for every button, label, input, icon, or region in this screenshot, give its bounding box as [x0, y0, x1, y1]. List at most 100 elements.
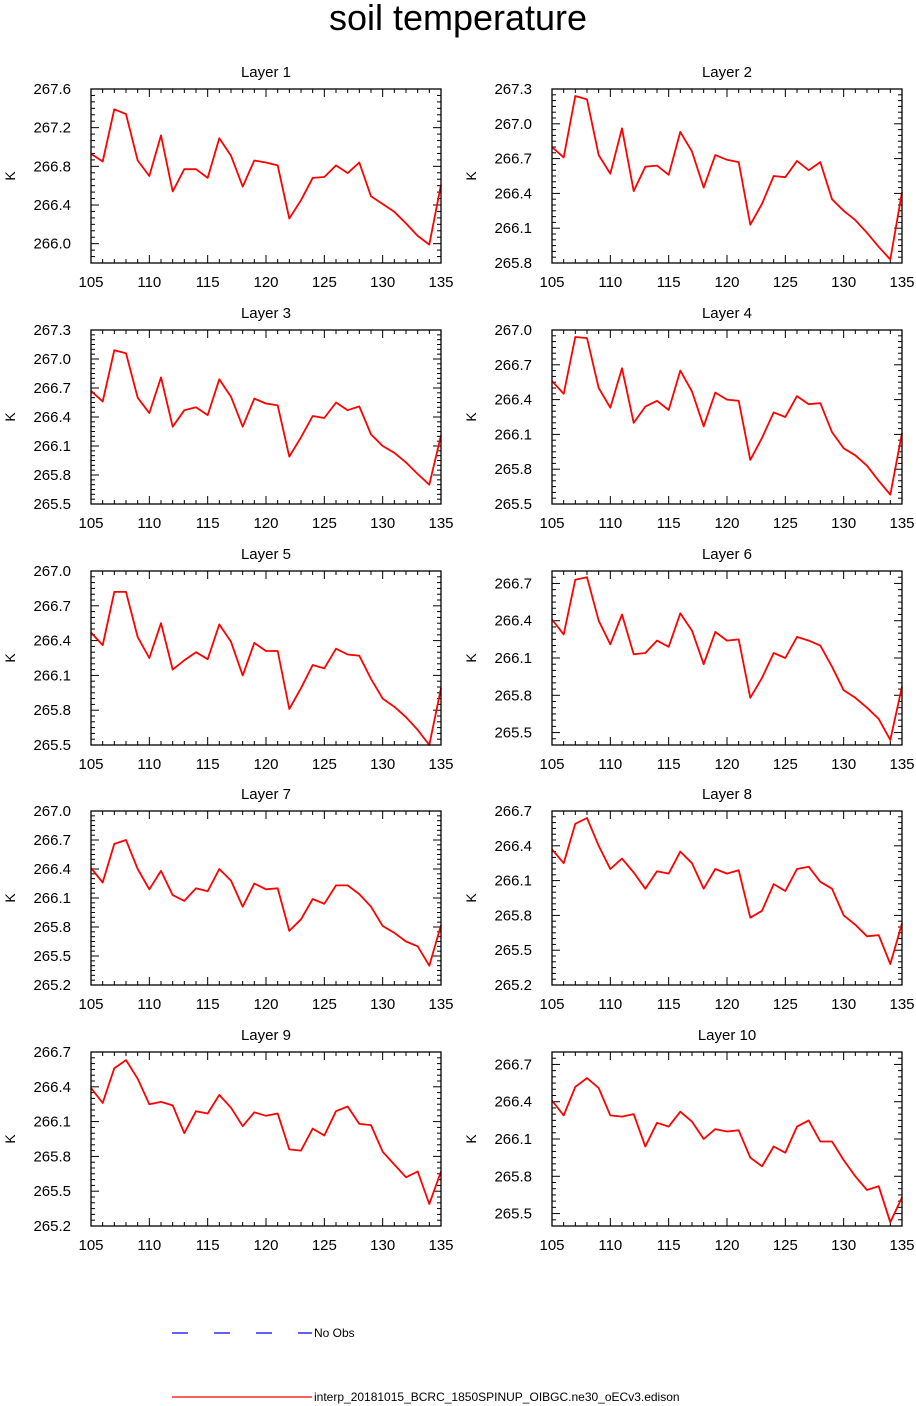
panel-title: Layer 6 [702, 546, 752, 563]
chart-panel: Layer 4 K 105 110 115 120 125 130 135 265.5 265.8 2… [463, 305, 915, 532]
y-tick-label: 265.8 [494, 1168, 532, 1185]
plot-frame [551, 1051, 903, 1227]
plot-frame [90, 1051, 442, 1227]
y-tick-label: 267.0 [33, 803, 71, 820]
x-tick-label: 130 [831, 756, 856, 773]
y-tick-label: 267.0 [494, 116, 532, 133]
x-tick-label: 135 [889, 996, 914, 1013]
y-tick-label: 266.1 [33, 438, 71, 455]
y-axis-label: K [463, 412, 479, 422]
x-tick-label: 125 [312, 756, 337, 773]
series-line [90, 349, 442, 486]
panel-title: Layer 1 [241, 64, 291, 81]
y-tick-label: 267.0 [494, 322, 532, 339]
x-tick-label: 105 [78, 756, 103, 773]
x-tick-label: 125 [312, 274, 337, 291]
y-axis-label: K [2, 893, 18, 903]
x-tick-label: 135 [889, 1237, 914, 1254]
y-axis-label: K [2, 1134, 18, 1144]
y-axis-label: K [2, 171, 18, 181]
x-tick-label: 135 [428, 996, 453, 1013]
y-axis-label: K [463, 171, 479, 181]
y-tick-label: 267.2 [33, 120, 71, 137]
x-tick-label: 120 [714, 756, 739, 773]
x-tick-label: 120 [714, 274, 739, 291]
y-tick-label: 266.4 [494, 185, 532, 202]
x-tick-label: 125 [773, 274, 798, 291]
x-tick-label: 120 [253, 515, 278, 532]
x-tick-label: 120 [253, 274, 278, 291]
x-tick-label: 125 [773, 996, 798, 1013]
y-tick-label: 265.8 [494, 907, 532, 924]
x-tick-label: 105 [78, 515, 103, 532]
y-tick-label: 267.0 [33, 563, 71, 580]
y-tick-label: 266.7 [33, 832, 71, 849]
x-tick-label: 115 [657, 996, 681, 1013]
x-tick-label: 110 [598, 515, 622, 532]
x-tick-label: 115 [196, 756, 220, 773]
x-tick-label: 130 [370, 756, 395, 773]
y-tick-label: 266.1 [33, 667, 71, 684]
x-tick-label: 110 [137, 1237, 161, 1254]
panel-title: Layer 4 [702, 305, 752, 322]
x-tick-label: 115 [657, 756, 681, 773]
y-tick-label: 266.7 [33, 598, 71, 615]
y-tick-label: 266.1 [494, 650, 532, 667]
plot-frame [90, 570, 442, 746]
y-tick-label: 267.6 [33, 81, 71, 98]
y-tick-label: 266.7 [494, 357, 532, 374]
series-line [90, 591, 442, 746]
y-tick-label: 265.8 [33, 467, 71, 484]
x-tick-label: 135 [889, 756, 914, 773]
y-tick-label: 267.3 [33, 322, 71, 339]
y-tick-label: 265.2 [33, 1218, 71, 1235]
x-tick-label: 135 [428, 756, 453, 773]
y-tick-label: 266.4 [494, 392, 532, 409]
panel-title: Layer 10 [698, 1027, 756, 1044]
x-tick-label: 105 [539, 274, 564, 291]
plot-frame [551, 570, 903, 746]
y-tick-label: 266.1 [494, 220, 532, 237]
x-tick-label: 110 [137, 274, 161, 291]
x-tick-label: 125 [773, 1237, 798, 1254]
plot-frame [551, 88, 903, 264]
legend: No Obs interp_20181015_BCRC_1850SPINUP_O… [172, 1326, 680, 1404]
chart-panel: Layer 8 K 105 110 115 120 125 130 135 265.2 265.5 2… [463, 786, 915, 1013]
y-tick-label: 266.7 [494, 1056, 532, 1073]
y-tick-label: 266.1 [494, 1131, 532, 1148]
x-tick-label: 110 [598, 1237, 622, 1254]
chart-panel: Layer 9 K 105 110 115 120 125 130 135 265.2 265.5 2… [2, 1027, 454, 1254]
y-tick-label: 266.4 [494, 1094, 532, 1111]
chart-panel: Layer 10 K 105 110 115 120 125 130 135 265.5 265.8… [463, 1027, 915, 1254]
y-tick-label: 266.7 [33, 380, 71, 397]
y-axis-label: K [2, 653, 18, 663]
y-tick-label: 265.8 [494, 461, 532, 478]
x-tick-label: 130 [370, 515, 395, 532]
x-tick-label: 130 [370, 996, 395, 1013]
x-tick-label: 135 [428, 515, 453, 532]
x-tick-label: 105 [78, 996, 103, 1013]
y-tick-label: 266.1 [494, 873, 532, 890]
panel-title: Layer 5 [241, 546, 291, 563]
y-tick-label: 265.8 [33, 1148, 71, 1165]
chart-panel: Layer 6 K 105 110 115 120 125 130 135 265.5 265.8 2… [463, 546, 915, 773]
y-tick-label: 266.1 [33, 1114, 71, 1131]
y-tick-label: 266.7 [494, 151, 532, 168]
x-tick-label: 115 [196, 515, 220, 532]
x-tick-label: 120 [253, 1237, 278, 1254]
y-tick-label: 265.2 [494, 977, 532, 994]
panel-title: Layer 8 [702, 786, 752, 803]
y-tick-label: 265.8 [33, 919, 71, 936]
y-tick-label: 266.4 [33, 1079, 71, 1096]
y-tick-label: 266.4 [33, 409, 71, 426]
x-tick-label: 130 [370, 1237, 395, 1254]
x-tick-label: 120 [253, 756, 278, 773]
x-tick-label: 105 [539, 756, 564, 773]
x-tick-label: 105 [78, 274, 103, 291]
chart-panel: Layer 7 K 105 110 115 120 125 130 135 265.2 265.5 2… [2, 786, 454, 1013]
x-tick-label: 110 [598, 274, 622, 291]
y-tick-label: 265.8 [33, 702, 71, 719]
chart-panels: Layer 1 K 105 110 115 120 125 130 135 266.0 266.4 2… [2, 64, 915, 1254]
x-tick-label: 115 [196, 996, 220, 1013]
